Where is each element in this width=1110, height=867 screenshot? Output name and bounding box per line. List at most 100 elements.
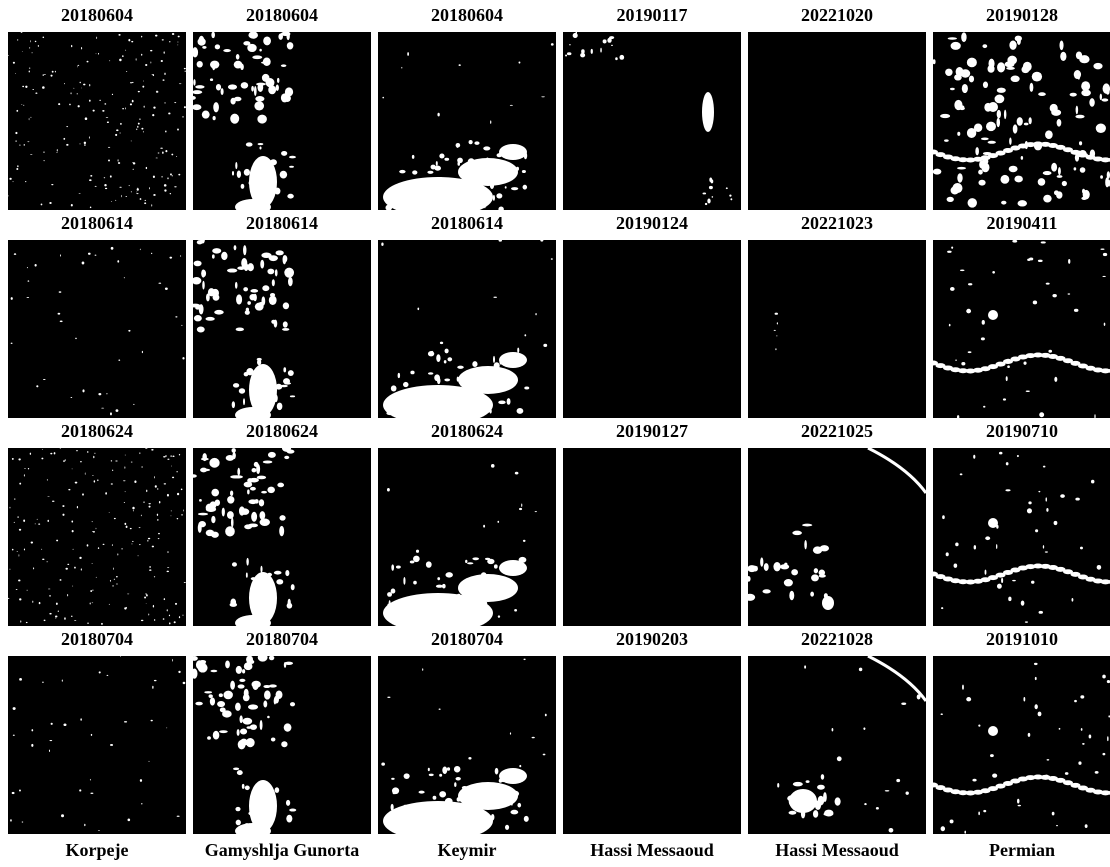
mask-blob (243, 398, 245, 405)
mask-blob (90, 603, 91, 605)
mask-blob (33, 567, 34, 569)
mask-blob (102, 110, 104, 112)
mask-blob (110, 175, 112, 177)
mask-blob (287, 194, 293, 199)
mask-blob (262, 595, 267, 603)
mask-blob (387, 488, 390, 491)
mask-blob (1012, 240, 1017, 243)
mask-blob (967, 128, 976, 138)
mask-blob (158, 283, 161, 284)
mask-blob (257, 359, 261, 365)
mask-blob (1100, 94, 1102, 100)
mask-blob (437, 377, 440, 384)
mask-blob (144, 597, 146, 599)
mask-blob (454, 766, 460, 773)
mask-blob (499, 360, 502, 365)
mask-blob (391, 385, 397, 391)
mask-blob (409, 596, 411, 601)
mask-blob (988, 102, 998, 112)
mask-blob (524, 152, 527, 159)
mask-blob (499, 779, 502, 783)
mask-blob (443, 400, 445, 403)
mask-blob (403, 577, 405, 585)
mask-blob (978, 811, 980, 815)
mask-image (748, 32, 926, 210)
mask-blob (225, 661, 230, 669)
mask-blob (392, 787, 399, 794)
mask-blob (819, 574, 826, 577)
mask-blob (835, 797, 841, 805)
mask-blob (775, 313, 778, 315)
mask-blob (1080, 547, 1083, 550)
mask-blob (71, 520, 73, 522)
mask-blob (524, 816, 529, 822)
mask-blob (66, 126, 68, 127)
mask-blob (518, 61, 520, 63)
mask-blob (447, 388, 453, 396)
mask-blob (958, 105, 965, 108)
mask-blob (90, 175, 92, 177)
image-background (933, 240, 1110, 418)
mask-blob (211, 32, 215, 38)
mask-blob (126, 526, 128, 528)
mask-blob (60, 320, 63, 322)
mask-blob (11, 297, 13, 300)
mask-blob (29, 70, 30, 72)
mask-blob (213, 102, 219, 112)
mask-blob (1100, 248, 1104, 249)
image-date-label: 20180604 (61, 5, 133, 25)
mask-blob (480, 387, 484, 389)
mask-blob (200, 469, 210, 472)
mask-blob (124, 466, 125, 468)
image-date-label: 20221028 (801, 629, 873, 649)
mask-blob (72, 586, 73, 587)
mask-blob (289, 156, 296, 159)
mask-image (378, 448, 556, 633)
mask-blob (397, 619, 402, 626)
mask-blob (258, 367, 264, 369)
mask-blob (1070, 93, 1077, 97)
mask-blob (475, 827, 479, 834)
mask-blob (385, 205, 392, 211)
mask-blob (410, 561, 415, 564)
mask-blob (1009, 138, 1011, 145)
mask-blob (92, 602, 94, 603)
mask-blob (1094, 414, 1095, 418)
mask-blob (442, 584, 446, 589)
mask-blob (429, 774, 434, 776)
mask-blob (445, 349, 449, 354)
mask-blob (162, 176, 163, 178)
mask-blob (19, 554, 20, 556)
mask-blob (1074, 70, 1081, 79)
mask-blob (543, 344, 547, 347)
mask-blob (59, 291, 62, 293)
mask-blob (19, 790, 21, 792)
mask-blob (1097, 565, 1102, 570)
mask-blob (267, 794, 274, 796)
mask-blob (439, 774, 442, 777)
mask-blob (256, 797, 261, 804)
mask-blob (149, 187, 150, 189)
mask-blob (462, 786, 468, 790)
mask-blob (1104, 323, 1106, 326)
mask-image (563, 240, 741, 418)
mask-blob (73, 88, 74, 89)
mask-blob (174, 102, 176, 103)
mask-blob (982, 44, 987, 48)
mask-blob (436, 161, 438, 166)
mask-image (748, 656, 926, 834)
mask-blob (407, 204, 409, 211)
mask-blob (250, 289, 258, 293)
mask-blob (124, 523, 126, 525)
mask-blob (802, 524, 812, 527)
mask-blob (284, 382, 291, 384)
mask-blob (517, 348, 519, 353)
mask-blob (256, 464, 260, 474)
mask-blob (150, 720, 152, 722)
mask-blob (167, 494, 169, 497)
mask-blob (234, 97, 242, 102)
mask-blob (13, 62, 15, 64)
mask-blob (111, 201, 112, 202)
mask-blob (1052, 812, 1055, 816)
mask-blob (483, 525, 485, 528)
